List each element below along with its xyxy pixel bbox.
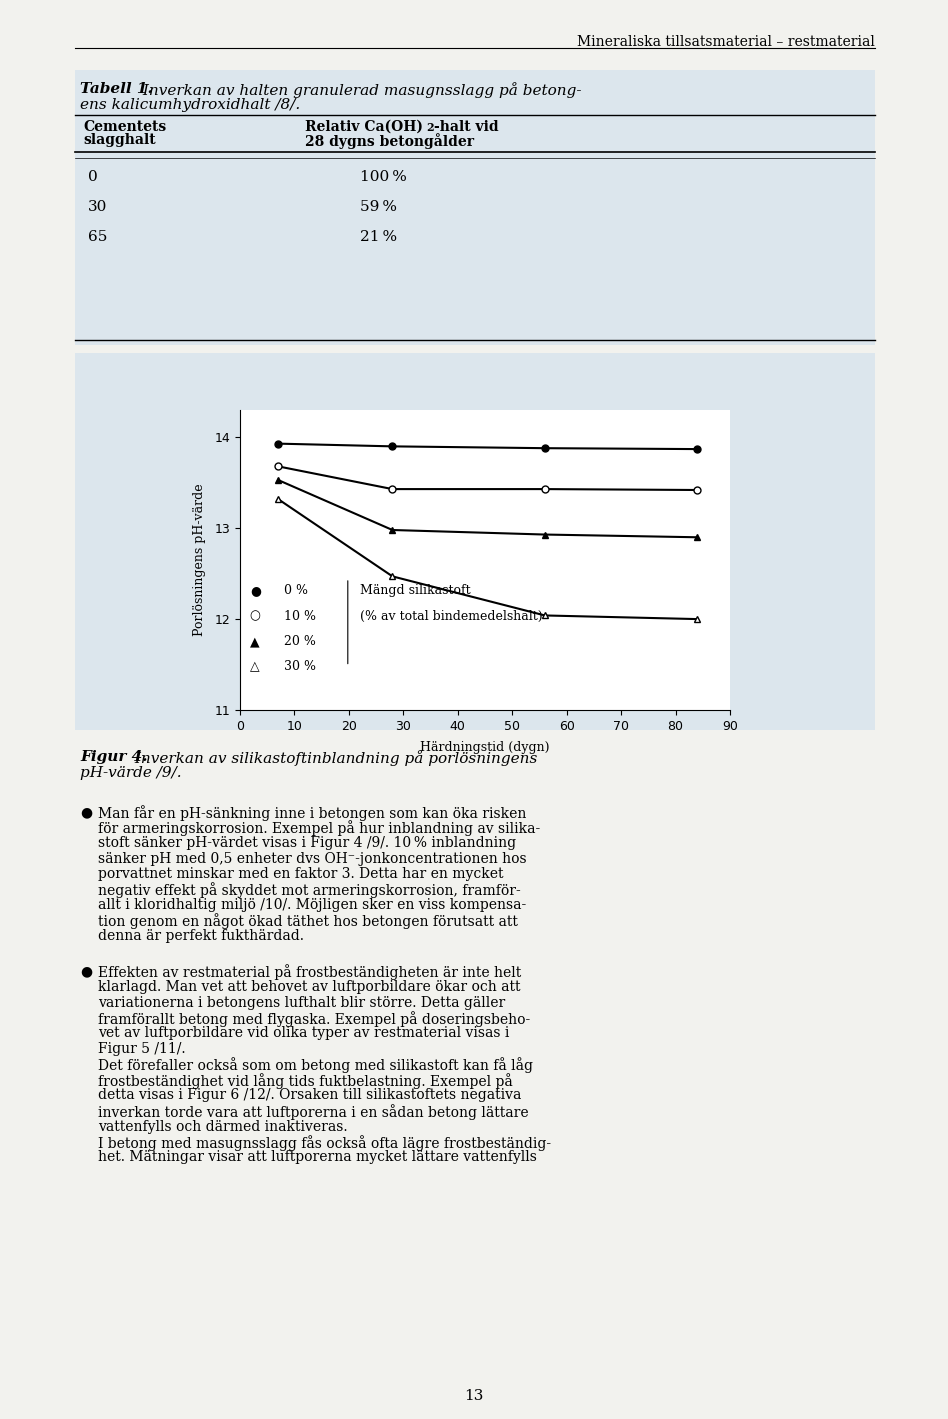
Text: Mineraliska tillsatsmaterial – restmaterial: Mineraliska tillsatsmaterial – restmater… [577, 35, 875, 50]
Text: denna är perfekt fukthärdad.: denna är perfekt fukthärdad. [98, 929, 304, 944]
Text: vattenfylls och därmed inaktiveras.: vattenfylls och därmed inaktiveras. [98, 1120, 348, 1134]
Text: 0 %: 0 % [284, 585, 308, 597]
Text: Det förefaller också som om betong med silikastoft kan få låg: Det förefaller också som om betong med s… [98, 1057, 533, 1073]
Text: inverkan torde vara att luftporerna i en sådan betong lättare: inverkan torde vara att luftporerna i en… [98, 1104, 529, 1120]
Text: Man får en pH-sänkning inne i betongen som kan öka risken: Man får en pH-sänkning inne i betongen s… [98, 805, 526, 820]
Text: ens kalicumhydroxidhalt /8/.: ens kalicumhydroxidhalt /8/. [80, 98, 301, 112]
Text: för armeringskorrosion. Exempel på hur inblandning av silika-: för armeringskorrosion. Exempel på hur i… [98, 820, 540, 836]
Text: allt i kloridhaltig miljö /10/. Möjligen sker en viss kompensa-: allt i kloridhaltig miljö /10/. Möjligen… [98, 898, 526, 912]
Text: framförallt betong med flygaska. Exempel på doseringsbeho-: framförallt betong med flygaska. Exempel… [98, 1010, 530, 1027]
Text: 13: 13 [465, 1389, 483, 1403]
Text: sänker pH med 0,5 enheter dvs OH⁻-jonkoncentrationen hos: sänker pH med 0,5 enheter dvs OH⁻-jonkon… [98, 851, 527, 866]
Y-axis label: Porlösningens pH-värde: Porlösningens pH-värde [193, 484, 207, 636]
Text: 30: 30 [88, 200, 107, 214]
Text: 20 %: 20 % [284, 634, 316, 648]
Text: klarlagd. Man vet att behovet av luftporbildare ökar och att: klarlagd. Man vet att behovet av luftpor… [98, 981, 520, 993]
Text: Mängd silikastoft: Mängd silikastoft [360, 585, 470, 597]
Text: Relativ Ca(OH): Relativ Ca(OH) [305, 121, 423, 133]
X-axis label: Härdningstid (dygn): Härdningstid (dygn) [420, 741, 550, 753]
Text: -halt vid: -halt vid [434, 121, 499, 133]
Text: I betong med masugnsslagg fås också ofta lägre frostbeständig-: I betong med masugnsslagg fås också ofta… [98, 1135, 551, 1151]
Text: 21 %: 21 % [360, 230, 397, 244]
Text: 2: 2 [426, 122, 433, 133]
Text: ●: ● [80, 965, 92, 979]
Text: vet av luftporbildare vid olika typer av restmaterial visas i: vet av luftporbildare vid olika typer av… [98, 1026, 509, 1040]
Text: pH-värde /9/.: pH-värde /9/. [80, 766, 182, 780]
Text: 100 %: 100 % [360, 170, 407, 184]
Text: Figur 5 /11/.: Figur 5 /11/. [98, 1042, 186, 1056]
Text: Cementets: Cementets [83, 121, 166, 133]
Text: (% av total bindemedelshalt): (% av total bindemedelshalt) [360, 610, 542, 623]
Text: 65: 65 [88, 230, 107, 244]
Text: slagghalt: slagghalt [83, 133, 155, 148]
Text: Inverkan av halten granulerad masugnsslagg på betong-: Inverkan av halten granulerad masugnssla… [138, 82, 581, 98]
Text: frostbeständighet vid lång tids fuktbelastning. Exempel på: frostbeständighet vid lång tids fuktbela… [98, 1073, 513, 1088]
Text: porvattnet minskar med en faktor 3. Detta har en mycket: porvattnet minskar med en faktor 3. Dett… [98, 867, 503, 881]
Text: negativ effekt på skyddet mot armeringskorrosion, framför-: negativ effekt på skyddet mot armeringsk… [98, 883, 520, 898]
Text: 0: 0 [88, 170, 98, 184]
Text: 28 dygns betongålder: 28 dygns betongålder [305, 133, 474, 149]
Text: ●: ● [80, 805, 92, 819]
Bar [75, 70, 875, 345]
Text: 30 %: 30 % [284, 660, 316, 674]
Text: ▲: ▲ [250, 634, 260, 648]
Text: het. Mätningar visar att luftporerna mycket lättare vattenfylls: het. Mätningar visar att luftporerna myc… [98, 1151, 537, 1165]
Text: Effekten av restmaterial på frostbeständigheten är inte helt: Effekten av restmaterial på frostbeständ… [98, 965, 521, 981]
Text: variationerna i betongens lufthalt blir större. Detta gäller: variationerna i betongens lufthalt blir … [98, 996, 505, 1009]
Text: ●: ● [250, 585, 261, 597]
Text: 59 %: 59 % [360, 200, 397, 214]
Bar [75, 353, 875, 729]
Text: detta visas i Figur 6 /12/. Orsaken till silikastoftets negativa: detta visas i Figur 6 /12/. Orsaken till… [98, 1088, 521, 1103]
Text: △: △ [250, 660, 260, 674]
Text: stoft sänker pH-värdet visas i Figur 4 /9/. 10 % inblandning: stoft sänker pH-värdet visas i Figur 4 /… [98, 836, 516, 850]
Text: 10 %: 10 % [284, 610, 316, 623]
Text: Tabell 1.: Tabell 1. [80, 82, 153, 96]
Text: Figur 4.: Figur 4. [80, 751, 148, 763]
Text: ○: ○ [250, 610, 261, 623]
Text: tion genom en något ökad täthet hos betongen förutsatt att: tion genom en något ökad täthet hos beto… [98, 914, 518, 929]
Text: Inverkan av silikastoftinblandning på porlösningens: Inverkan av silikastoftinblandning på po… [130, 751, 538, 766]
